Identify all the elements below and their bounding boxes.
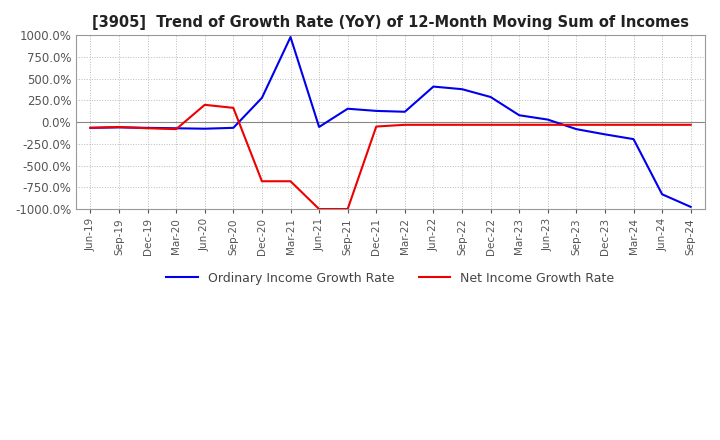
Ordinary Income Growth Rate	[658, 192, 667, 197]
Ordinary Income Growth Rate	[86, 125, 95, 131]
Net Income Growth Rate	[114, 125, 123, 130]
Ordinary Income Growth Rate	[429, 84, 438, 89]
Ordinary Income Growth Rate	[686, 204, 695, 209]
Net Income Growth Rate	[343, 206, 352, 212]
Net Income Growth Rate	[286, 179, 294, 184]
Ordinary Income Growth Rate	[229, 125, 238, 131]
Ordinary Income Growth Rate	[486, 94, 495, 99]
Ordinary Income Growth Rate	[544, 117, 552, 122]
Net Income Growth Rate	[686, 122, 695, 128]
Net Income Growth Rate	[400, 122, 409, 128]
Net Income Growth Rate	[229, 105, 238, 110]
Ordinary Income Growth Rate	[572, 127, 581, 132]
Net Income Growth Rate	[544, 122, 552, 128]
Ordinary Income Growth Rate	[143, 125, 152, 131]
Net Income Growth Rate	[258, 179, 266, 184]
Line: Net Income Growth Rate: Net Income Growth Rate	[91, 105, 690, 209]
Ordinary Income Growth Rate	[258, 95, 266, 100]
Net Income Growth Rate	[658, 122, 667, 128]
Ordinary Income Growth Rate	[458, 87, 467, 92]
Ordinary Income Growth Rate	[515, 113, 523, 118]
Net Income Growth Rate	[315, 206, 323, 212]
Ordinary Income Growth Rate	[600, 132, 609, 137]
Ordinary Income Growth Rate	[172, 126, 181, 131]
Net Income Growth Rate	[572, 122, 581, 128]
Net Income Growth Rate	[458, 122, 467, 128]
Net Income Growth Rate	[629, 122, 638, 128]
Net Income Growth Rate	[372, 124, 381, 129]
Net Income Growth Rate	[600, 122, 609, 128]
Ordinary Income Growth Rate	[114, 125, 123, 130]
Ordinary Income Growth Rate	[372, 108, 381, 114]
Ordinary Income Growth Rate	[343, 106, 352, 111]
Legend: Ordinary Income Growth Rate, Net Income Growth Rate: Ordinary Income Growth Rate, Net Income …	[161, 267, 620, 290]
Line: Ordinary Income Growth Rate: Ordinary Income Growth Rate	[91, 37, 690, 207]
Ordinary Income Growth Rate	[315, 125, 323, 130]
Net Income Growth Rate	[143, 126, 152, 131]
Net Income Growth Rate	[172, 127, 181, 132]
Net Income Growth Rate	[429, 122, 438, 128]
Ordinary Income Growth Rate	[286, 34, 294, 40]
Net Income Growth Rate	[200, 102, 209, 107]
Title: [3905]  Trend of Growth Rate (YoY) of 12-Month Moving Sum of Incomes: [3905] Trend of Growth Rate (YoY) of 12-…	[92, 15, 689, 30]
Net Income Growth Rate	[515, 122, 523, 128]
Ordinary Income Growth Rate	[200, 126, 209, 132]
Ordinary Income Growth Rate	[400, 109, 409, 114]
Net Income Growth Rate	[486, 122, 495, 128]
Ordinary Income Growth Rate	[629, 136, 638, 142]
Net Income Growth Rate	[86, 125, 95, 131]
